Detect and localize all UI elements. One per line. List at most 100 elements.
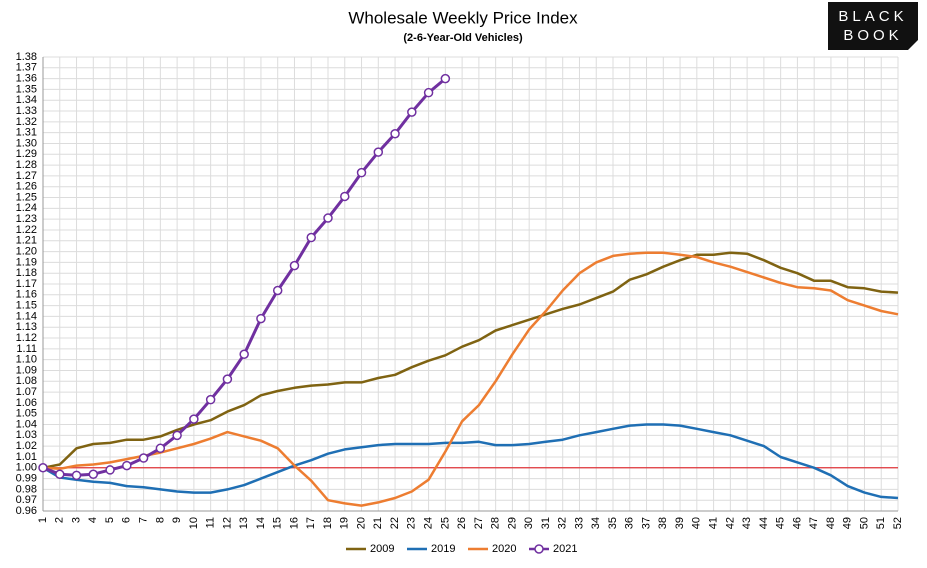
y-tick-label: 1.18: [16, 267, 37, 279]
y-tick-label: 1.35: [16, 83, 37, 95]
y-tick-label: 1.29: [16, 148, 37, 160]
x-tick-label: 6: [121, 517, 133, 523]
y-tick-label: 1.32: [16, 116, 37, 128]
data-point: [306, 232, 316, 243]
data-point: [373, 147, 384, 157]
y-tick-label: 1.10: [16, 354, 37, 366]
legend-label: 2019: [431, 543, 455, 555]
y-tick-label: 1.16: [16, 289, 37, 301]
x-tick-label: 21: [372, 517, 384, 529]
y-tick-label: 1.33: [16, 105, 37, 117]
logo-text: BOOK: [843, 27, 902, 44]
y-tick-label: 1.00: [16, 462, 37, 474]
x-tick-label: 8: [154, 517, 166, 523]
data-point: [155, 443, 166, 454]
y-tick-label: 1.05: [16, 408, 37, 420]
x-tick-label: 5: [104, 517, 116, 523]
x-tick-label: 51: [875, 517, 887, 529]
x-tick-label: 40: [691, 517, 703, 529]
y-tick-label: 0.98: [16, 483, 37, 495]
data-point: [256, 313, 266, 324]
y-tick-label: 1.24: [16, 202, 37, 214]
y-tick-label: 1.11: [16, 343, 37, 355]
chart-title: Wholesale Weekly Price Index: [348, 8, 578, 27]
x-tick-label: 9: [171, 517, 183, 523]
y-tick-label: 1.07: [16, 386, 37, 398]
x-tick-label: 10: [188, 517, 200, 529]
x-tick-label: 7: [137, 517, 149, 523]
data-point: [138, 453, 149, 463]
x-tick-label: 28: [490, 517, 502, 529]
y-tick-label: 0.96: [16, 505, 37, 517]
y-tick-label: 1.21: [16, 235, 37, 247]
y-tick-label: 1.22: [16, 224, 37, 236]
x-tick-label: 35: [607, 517, 619, 529]
chart-subtitle: (2-6-Year-Old Vehicles): [403, 32, 523, 44]
y-tick-label: 1.25: [16, 191, 37, 203]
x-tick-label: 17: [305, 517, 317, 529]
y-tick-label: 1.26: [16, 181, 37, 193]
y-tick-label: 1.08: [16, 375, 37, 387]
x-tick-label: 49: [842, 517, 854, 529]
x-tick-label: 34: [590, 517, 602, 529]
data-point: [440, 73, 451, 84]
y-tick-label: 1.23: [16, 213, 37, 225]
x-tick-label: 42: [724, 517, 736, 529]
series-line: [42, 423, 899, 500]
y-tick-label: 1.36: [16, 73, 37, 85]
data-point: [205, 394, 216, 405]
x-tick-label: 20: [355, 517, 367, 529]
data-point: [289, 260, 300, 271]
x-tick-label: 44: [758, 517, 770, 529]
x-tick-label: 25: [439, 517, 451, 529]
x-tick-label: 12: [221, 517, 233, 529]
y-tick-label: 1.03: [16, 429, 37, 441]
data-point: [122, 460, 132, 471]
x-tick-label: 3: [70, 517, 82, 523]
x-tick-label: 33: [573, 517, 585, 529]
legend-label: 2020: [492, 543, 516, 555]
data-point: [38, 463, 48, 473]
y-tick-label: 1.34: [16, 94, 37, 106]
y-tick-label: 0.97: [16, 494, 37, 506]
x-tick-label: 45: [775, 517, 787, 529]
y-tick-label: 1.09: [16, 364, 37, 376]
x-tick-label: 50: [858, 517, 870, 529]
data-point: [323, 213, 333, 223]
data-point: [390, 128, 400, 139]
y-tick-label: 1.01: [16, 451, 37, 463]
x-tick-label: 2: [54, 517, 66, 523]
data-point: [172, 430, 182, 441]
data-point: [340, 191, 350, 202]
x-tick-label: 23: [406, 517, 418, 529]
x-tick-label: 22: [389, 517, 401, 529]
y-tick-label: 1.27: [16, 170, 37, 182]
data-point: [105, 465, 115, 475]
y-tick-label: 0.99: [16, 472, 37, 484]
data-point: [55, 469, 65, 479]
y-tick-label: 1.12: [16, 332, 37, 344]
series-line: [42, 251, 899, 507]
y-tick-label: 1.14: [16, 310, 37, 322]
x-tick-label: 48: [825, 517, 837, 529]
x-tick-label: 4: [87, 517, 99, 523]
x-tick-label: 14: [255, 517, 267, 529]
x-tick-label: 52: [892, 517, 904, 529]
y-tick-label: 1.02: [16, 440, 37, 452]
y-tick-label: 1.30: [16, 137, 37, 149]
x-tick-label: 47: [808, 517, 820, 529]
x-tick-label: 19: [339, 517, 351, 529]
x-tick-label: 32: [557, 517, 569, 529]
data-point: [407, 107, 417, 117]
y-tick-label: 1.31: [16, 127, 37, 139]
x-tick-label: 27: [473, 517, 485, 529]
legend-label: 2009: [370, 543, 394, 555]
x-tick-label: 26: [456, 517, 468, 529]
y-tick-label: 1.37: [16, 62, 37, 74]
data-point: [222, 374, 233, 384]
x-tick-label: 16: [288, 517, 300, 529]
x-tick-label: 18: [322, 517, 334, 529]
data-point: [189, 414, 199, 424]
x-tick-label: 15: [272, 517, 284, 529]
